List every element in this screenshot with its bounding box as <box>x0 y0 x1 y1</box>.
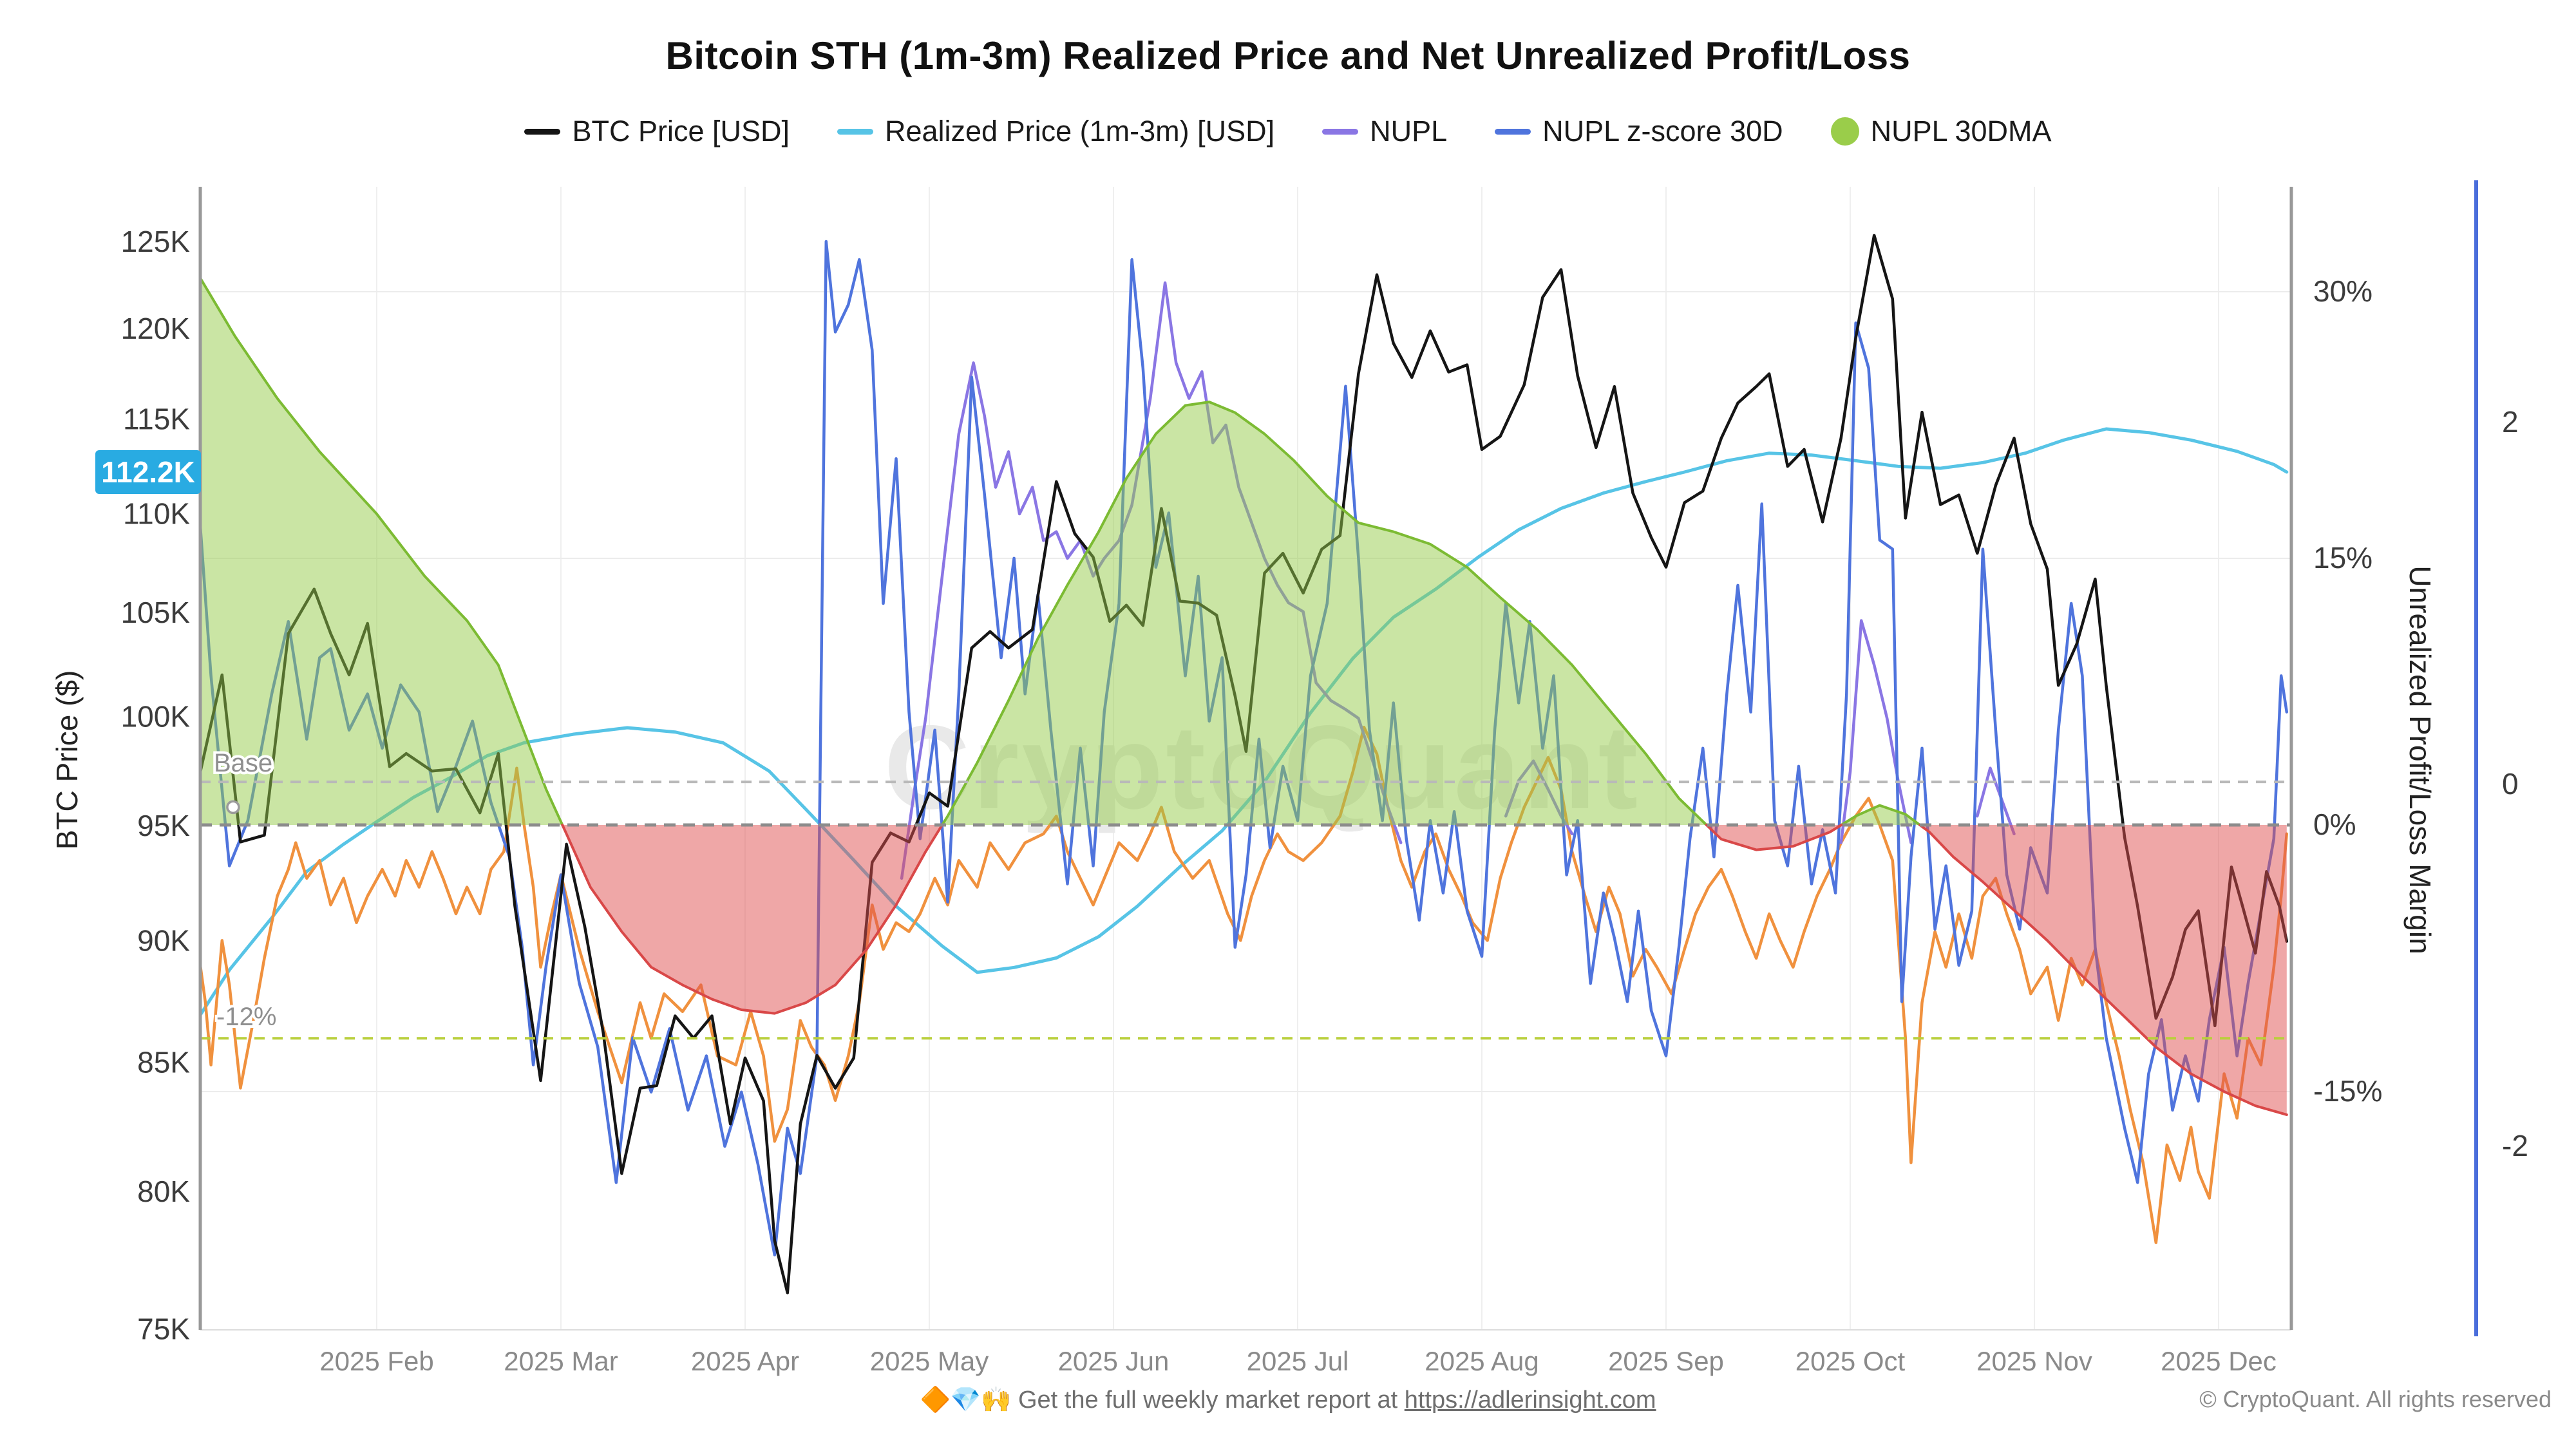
x-axis-tick: 2025 Oct <box>1795 1346 1906 1376</box>
x-axis-tick: 2025 Dec <box>2161 1346 2277 1376</box>
zscore-axis-tick: 2 <box>2502 405 2519 439</box>
nupl-30dma-line-loss <box>1918 824 2288 1116</box>
nupl-30dma-area-loss <box>562 825 942 1014</box>
x-axis-tick: 2025 Feb <box>319 1346 433 1376</box>
legend: BTC Price [USD] Realized Price (1m-3m) [U… <box>0 115 2576 148</box>
left-axis-tick: 105K <box>121 596 191 629</box>
legend-item-nupl-z-score-30d[interactable]: NUPL z-score 30D <box>1495 115 1783 148</box>
right-pct-axis-tick: 15% <box>2313 541 2372 574</box>
nupl-30dma-area-loss <box>1706 825 1842 850</box>
legend-label: BTC Price [USD] <box>572 115 790 147</box>
legend-dot-icon <box>1830 117 1859 146</box>
left-axis-tick: 115K <box>123 402 190 436</box>
right-pct-axis-tick: 0% <box>2313 808 2356 841</box>
nupl-30dma-area-profit <box>942 402 1707 825</box>
legend-line-icon <box>837 128 873 135</box>
footer-text: Get the full weekly market report at <box>1011 1387 1405 1414</box>
left-axis-tick: 85K <box>137 1046 190 1079</box>
legend-label: Realized Price (1m-3m) [USD] <box>884 115 1275 147</box>
price-badge <box>95 450 201 495</box>
marker-dot <box>226 800 240 815</box>
x-axis-tick: 2025 Sep <box>1608 1346 1724 1376</box>
legend-item-nupl[interactable]: NUPL <box>1322 115 1447 148</box>
minus12-label: -12% <box>216 1003 276 1031</box>
nupl-30dma-line-loss <box>561 824 943 1015</box>
nupl-zscore-line <box>200 240 2289 1256</box>
legend-item-btc-price-usd-[interactable]: BTC Price [USD] <box>524 115 790 148</box>
left-axis-tick: 100K <box>121 699 191 733</box>
left-axis-tick: 75K <box>137 1312 190 1345</box>
footer-emojis: 🔶💎🙌 <box>920 1387 1012 1414</box>
left-axis-tick: 95K <box>137 809 190 842</box>
report-link[interactable]: https://adlerinsight.com <box>1404 1387 1656 1414</box>
legend-label: NUPL <box>1370 115 1448 147</box>
chart-title: Bitcoin STH (1m-3m) Realized Price and N… <box>665 34 1911 77</box>
nupl-line <box>1976 766 2016 836</box>
zscore-axis-tick: -2 <box>2502 1129 2528 1162</box>
x-axis-tick: 2025 Apr <box>691 1346 799 1376</box>
zscore-axis-tick: 0 <box>2502 767 2519 800</box>
x-axis-tick: 2025 Jun <box>1058 1346 1170 1376</box>
left-axis-tick: 80K <box>137 1175 190 1208</box>
base-label: Base <box>214 749 272 777</box>
left-axis-tick: 90K <box>137 924 190 958</box>
right-pct-axis-tick: 30% <box>2313 274 2372 308</box>
x-axis-tick: 2025 Mar <box>504 1346 618 1376</box>
left-axis-tick: 120K <box>121 312 191 345</box>
legend-item-nupl-30dma[interactable]: NUPL 30DMA <box>1830 115 2052 148</box>
nupl-30dma-line-profit <box>200 275 564 826</box>
nupl-30dma-area-profit <box>1841 805 1920 825</box>
x-axis-tick: 2025 May <box>870 1346 989 1376</box>
price-badge-value: 112.2K <box>101 455 195 489</box>
nupl-30dma-area-loss <box>1920 825 2287 1115</box>
right-axis-title: Unrealized Profit/Loss Margin <box>2403 565 2437 954</box>
legend-label: NUPL 30DMA <box>1870 115 2052 147</box>
left-axis-tick: 110K <box>123 497 190 530</box>
x-axis-tick: 2025 Jul <box>1247 1346 1349 1376</box>
copyright-text: © CryptoQuant. All rights reserved <box>2199 1386 2552 1412</box>
legend-label: NUPL z-score 30D <box>1542 115 1783 147</box>
x-axis-tick: 2025 Aug <box>1425 1346 1539 1376</box>
left-axis-tick: 125K <box>121 225 191 258</box>
nupl-30dma-line-profit <box>941 401 1708 826</box>
right-pct-axis-tick: -15% <box>2313 1074 2382 1108</box>
legend-line-icon <box>1495 128 1531 135</box>
nupl-30dma-line-loss <box>1705 824 1843 851</box>
left-axis-title: BTC Price ($) <box>50 670 84 850</box>
legend-item-realized-price-1m-3m-usd-[interactable]: Realized Price (1m-3m) [USD] <box>837 115 1274 148</box>
footer-report-line: 🔶💎🙌 Get the full weekly market report at… <box>0 1386 2576 1414</box>
legend-line-icon <box>524 128 561 135</box>
nupl-30dma-area-profit <box>200 278 563 825</box>
legend-line-icon <box>1322 128 1359 135</box>
nupl-30dma-line-profit <box>1840 804 1922 826</box>
x-axis-tick: 2025 Nov <box>1976 1346 2092 1376</box>
